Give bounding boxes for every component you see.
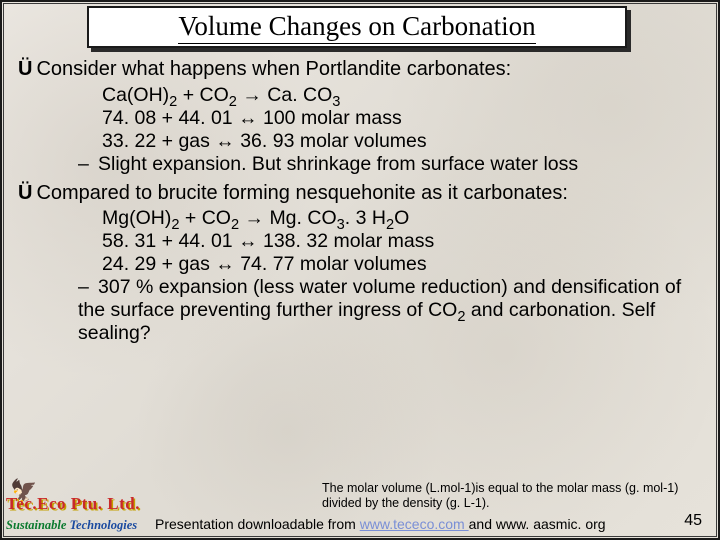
download-line: Presentation downloadable from www.tecec… <box>155 516 606 532</box>
slide-title: Volume Changes on Carbonation <box>178 11 535 44</box>
bullet-1-note: –Slight expansion. But shrinkage from su… <box>78 153 702 176</box>
company-tagline: Sustainable Technologies <box>6 516 140 534</box>
title-box: Volume Changes on Carbonation <box>87 6 627 48</box>
footnote: The molar volume (L.mol-1)is equal to th… <box>322 481 692 510</box>
bullet-2-note: –307 % expansion (less water volume redu… <box>78 276 702 345</box>
logo-block: Tec.Eco Ptu. Ltd. Sustainable Technologi… <box>6 482 140 534</box>
dash-icon: – <box>78 153 98 176</box>
download-prefix: Presentation downloadable from <box>155 516 360 532</box>
company-name: Tec.Eco Ptu. Ltd. <box>6 494 140 514</box>
bullet-1-volume: 33. 22 + gas ↔ 36. 93 molar volumes <box>102 130 702 153</box>
bullet-1-text: Consider what happens when Portlandite c… <box>36 58 511 80</box>
bullet-2-mass: 58. 31 + 44. 01 ↔ 138. 32 molar mass <box>102 230 702 253</box>
bullet-2-text: Compared to brucite forming nesquehonite… <box>36 182 567 204</box>
download-link-1[interactable]: www.tececo.com <box>360 516 469 532</box>
bullet-1: ÜConsider what happens when Portlandite … <box>18 58 702 82</box>
dash-icon: – <box>78 276 98 299</box>
download-mid: and <box>469 516 496 532</box>
bullet-1-mass: 74. 08 + 44. 01 ↔ 100 molar mass <box>102 107 702 130</box>
slide-footer: 🦅 Tec.Eco Ptu. Ltd. Sustainable Technolo… <box>0 472 720 540</box>
bullet-2-volume: 24. 29 + gas ↔ 74. 77 molar volumes <box>102 253 702 276</box>
bullet-2-equation: Mg(OH)2 + CO2 → Mg. CO3. 3 H2O <box>102 207 702 230</box>
bullet-1-equation: Ca(OH)2 + CO2 → Ca. CO3 <box>102 84 702 107</box>
download-link-2[interactable]: www. aasmic. org <box>496 516 606 532</box>
slide-content: ÜConsider what happens when Portlandite … <box>18 58 702 345</box>
page-number: 45 <box>684 512 702 530</box>
bullet-arrow-icon: Ü <box>18 182 32 206</box>
bullet-2: ÜCompared to brucite forming nesquehonit… <box>18 182 702 206</box>
bullet-arrow-icon: Ü <box>18 58 32 82</box>
